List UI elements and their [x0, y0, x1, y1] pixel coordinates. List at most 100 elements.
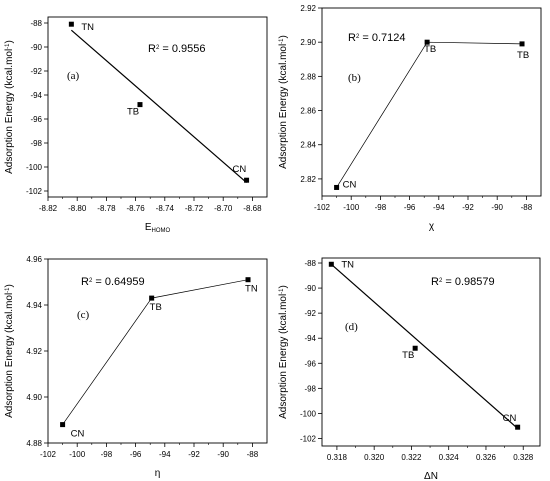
y-tick-label: 2.92: [300, 4, 316, 13]
y-axis-label: Adsorption Energy (kcal.mol-1): [4, 40, 15, 174]
y-tick-label: -92: [304, 309, 316, 318]
panel-letter: (a): [67, 70, 80, 82]
point-label: TN: [341, 259, 354, 270]
data-point: [328, 261, 334, 267]
point-label: CN: [343, 179, 357, 190]
y-tick-label: -96: [304, 359, 316, 368]
x-tick-label: -8.76: [126, 204, 145, 213]
r-squared-annotation: R2 = 0.7124: [348, 32, 405, 44]
x-tick-label: -94: [433, 203, 445, 212]
panel-a: -8.82 -8.80 -8.78 -8.76 -8.74 -8.72 -8.70 -8.68…: [4, 16, 268, 234]
point-label: CN: [233, 164, 247, 175]
x-tick-label: -90: [491, 203, 503, 212]
r-squared-annotation: R2 = 0.9556: [148, 43, 205, 55]
y-tick-label: 4.88: [26, 439, 42, 448]
y-axis-label: Adsorption Energy (kcal.mol-1): [278, 35, 289, 169]
data-point: [412, 345, 418, 351]
panel-letter: (c): [77, 309, 90, 321]
y-tick-label: 2.84: [300, 141, 316, 150]
y-tick-label: -100: [26, 163, 43, 172]
x-tick-label: -98: [375, 203, 387, 212]
y-tick-label: -90: [30, 43, 42, 52]
plot-frame: [321, 257, 541, 447]
y-tick-label: 4.96: [26, 255, 42, 264]
y-tick-label: -96: [30, 115, 42, 124]
x-tick-label: 0.328: [513, 453, 534, 462]
y-tick-label: -92: [30, 67, 42, 76]
x-tick-label: -102: [40, 450, 57, 459]
x-tick-label: -90: [217, 450, 229, 459]
y-tick-label: 2.90: [300, 38, 316, 47]
r-squared-annotation: R2 = 0.98579: [431, 276, 495, 288]
x-tick-label: -8.80: [68, 204, 87, 213]
y-tick-label: -102: [300, 434, 317, 443]
panel-b: -102 -100 -98 -96 -94 -92 -90 -88 2.82 2.84 2.86 2.…: [278, 4, 542, 232]
point-label: TN: [245, 284, 258, 295]
x-tick-label: -94: [159, 450, 171, 459]
point-label: TB: [424, 44, 436, 55]
panel-letter: (d): [345, 321, 358, 333]
panel-d: 0.318 0.320 0.322 0.324 0.326 0.328 -88 -90 -92 -…: [278, 257, 541, 481]
x-tick-label: 0.320: [364, 453, 385, 462]
y-tick-label: -88: [30, 19, 42, 28]
x-tick-label: -8.78: [97, 204, 116, 213]
x-tick-label: -8.68: [243, 204, 262, 213]
x-tick-label: -98: [101, 450, 113, 459]
x-tick-label: -8.74: [156, 204, 175, 213]
y-tick-label: 4.94: [26, 301, 42, 310]
y-tick-label: 2.86: [300, 107, 316, 116]
point-label: CN: [503, 413, 517, 424]
x-tick-label: 0.322: [401, 453, 422, 462]
data-point: [149, 295, 155, 301]
y-tick-label: -90: [304, 284, 316, 293]
point-label: TB: [402, 350, 414, 361]
x-axis-label: χ: [429, 221, 435, 232]
x-axis-label: ΔN: [424, 471, 438, 481]
y-tick-label: 2.82: [300, 175, 316, 184]
point-label: TB: [517, 50, 529, 61]
y-axis-label: Adsorption Energy (kcal.mol-1): [278, 285, 289, 419]
y-tick-label: -88: [304, 259, 316, 268]
x-tick-label: -8.82: [39, 204, 58, 213]
x-tick-label: 0.324: [439, 453, 460, 462]
x-tick-label: -8.70: [214, 204, 233, 213]
x-tick-label: 0.318: [327, 453, 348, 462]
point-label: CN: [71, 429, 85, 440]
data-point: [137, 102, 143, 108]
x-tick-label: -88: [521, 203, 533, 212]
fit-line: [330, 263, 519, 429]
y-tick-label: 4.90: [26, 393, 42, 402]
plot-frame: [321, 7, 542, 197]
point-label: TN: [81, 22, 94, 33]
x-tick-label: -96: [404, 203, 416, 212]
y-tick-label: 2.88: [300, 72, 316, 81]
data-point: [244, 177, 250, 183]
y-tick-label: -102: [26, 187, 43, 196]
x-tick-label: -100: [343, 203, 360, 212]
x-tick-label: -102: [314, 203, 331, 212]
data-point: [515, 424, 521, 430]
y-tick-label: -100: [300, 409, 317, 418]
x-tick-label: -8.72: [185, 204, 204, 213]
data-point: [424, 39, 430, 45]
data-point: [334, 184, 340, 190]
point-label: TB: [127, 107, 139, 118]
y-tick-label: -94: [30, 91, 42, 100]
x-axis-label: EHOMO: [145, 222, 171, 234]
y-tick-label: -98: [30, 139, 42, 148]
connecting-line: [336, 41, 523, 188]
data-point: [519, 41, 525, 47]
x-tick-label: -96: [130, 450, 142, 459]
panel-c: -102 -100 -98 -96 -94 -92 -90 -88 4.88 4.90 4.92 4.…: [4, 255, 268, 479]
y-tick-label: 4.92: [26, 347, 42, 356]
fit-line: [70, 29, 247, 184]
data-point: [68, 21, 74, 27]
y-axis-label: Adsorption Energy (kcal.mol-1): [4, 284, 15, 418]
x-tick-label: -88: [247, 450, 259, 459]
data-point: [245, 277, 251, 283]
panel-letter: (b): [348, 72, 361, 84]
plot-frame: [47, 16, 268, 198]
data-point: [60, 422, 66, 428]
y-tick-label: -94: [304, 334, 316, 343]
